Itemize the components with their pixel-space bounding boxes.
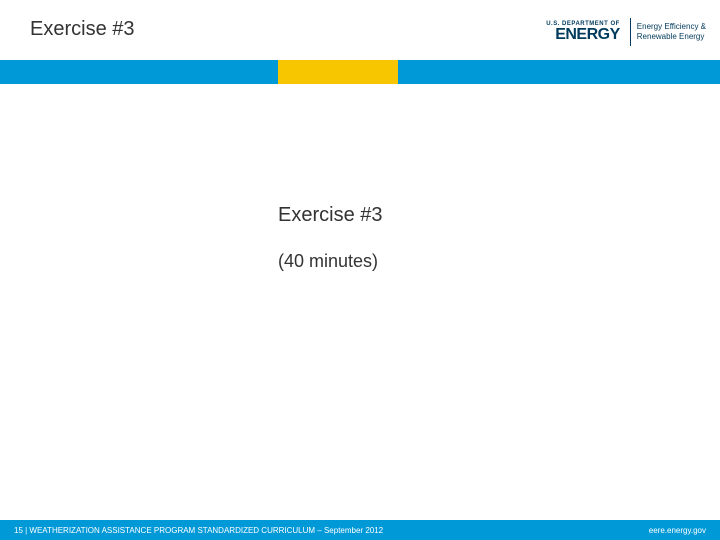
- logo-energy-text: ENERGY: [546, 27, 620, 43]
- content-subtitle: (40 minutes): [278, 251, 720, 272]
- logo-tagline: Energy Efficiency & Renewable Energy: [637, 22, 706, 43]
- slide-header: Exercise #3 U.S. DEPARTMENT OF ENERGY En…: [0, 0, 720, 60]
- logo-tagline-line1: Energy Efficiency &: [637, 22, 706, 32]
- logo-left-block: U.S. DEPARTMENT OF ENERGY: [546, 21, 620, 43]
- slide-footer: 15 | WEATHERIZATION ASSISTANCE PROGRAM S…: [0, 520, 720, 540]
- yellow-accent-block: [278, 60, 398, 84]
- footer-right-text: eere.energy.gov: [649, 526, 706, 535]
- blue-accent-bar: [0, 60, 720, 84]
- logo-tagline-line2: Renewable Energy: [637, 32, 706, 42]
- content-title: Exercise #3: [278, 204, 720, 227]
- doe-logo: U.S. DEPARTMENT OF ENERGY Energy Efficie…: [546, 18, 706, 46]
- footer-left-text: 15 | WEATHERIZATION ASSISTANCE PROGRAM S…: [14, 526, 383, 535]
- slide-content: Exercise #3 (40 minutes): [0, 84, 720, 272]
- logo-divider: [630, 18, 631, 46]
